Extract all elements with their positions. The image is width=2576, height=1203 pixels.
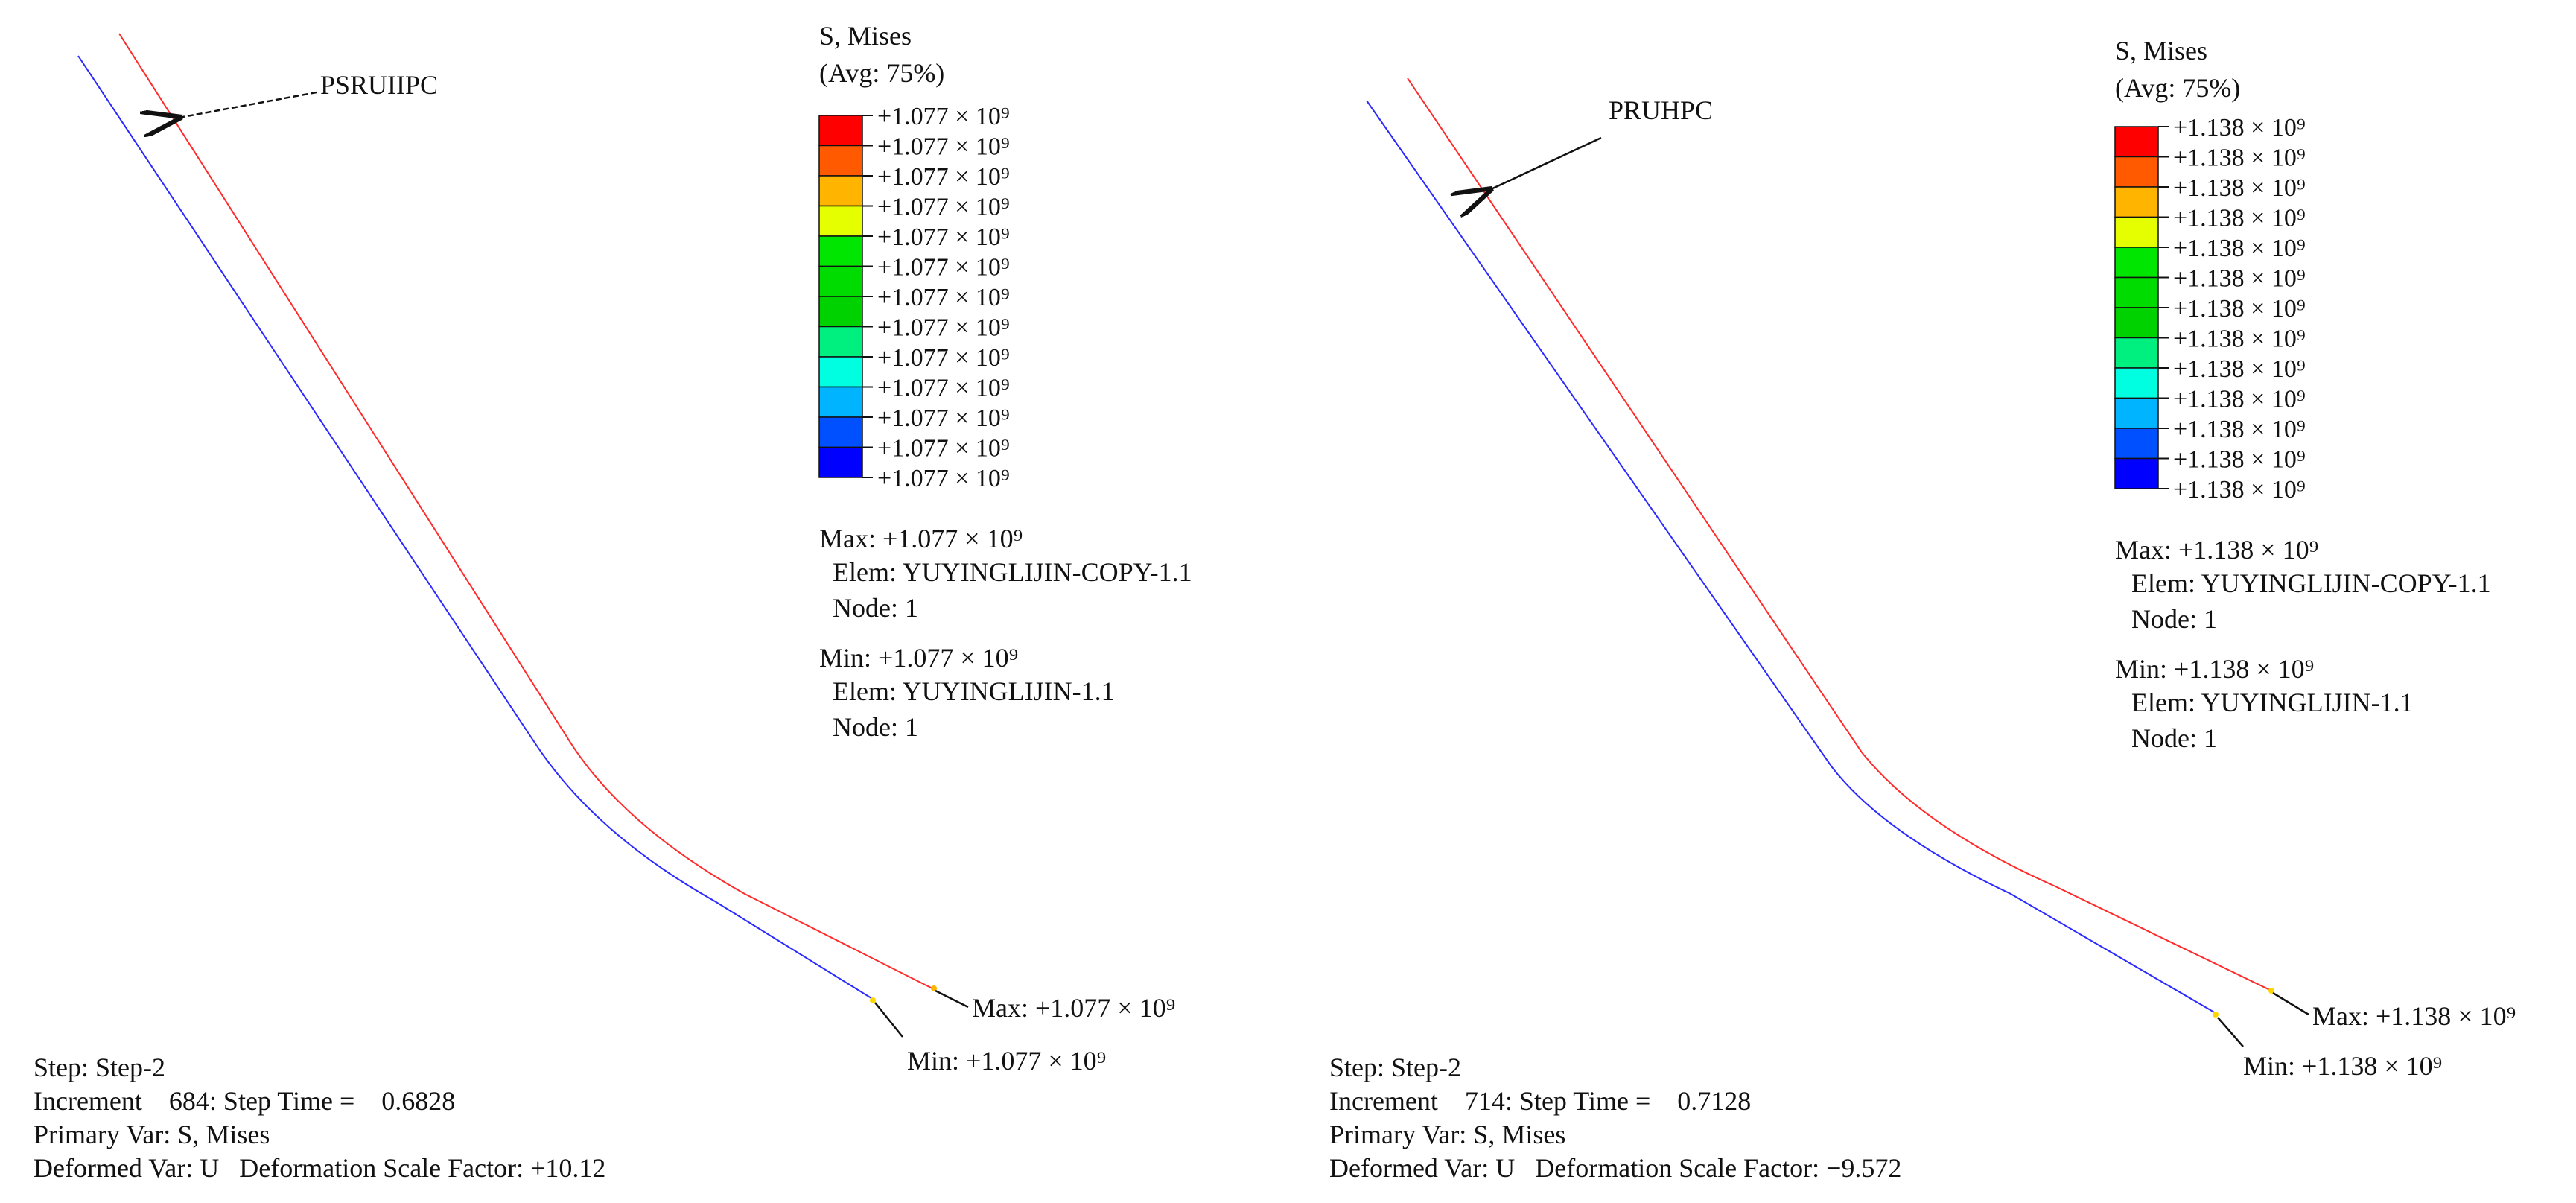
max-leader: [935, 989, 969, 1009]
increment-line: Increment 684: Step Time = 0.6828: [34, 1086, 455, 1116]
left-panel: PSRUIIPC S, Mises (Avg: 75%) +1.077 × 10…: [34, 21, 1192, 1183]
legend-tick-label: +1.077 × 10⁹: [877, 254, 1010, 282]
legend-tick-label: +1.138 × 10⁹: [2173, 326, 2306, 353]
min-callout: Min: +1.138 × 10⁹: [2243, 1051, 2442, 1081]
min-callout: Min: +1.077 × 10⁹: [907, 1046, 1106, 1076]
min-elem-line: Elem: YUYINGLIJIN-1.1: [2131, 688, 2414, 717]
legend-swatch: [2114, 397, 2159, 429]
legend-colorbar: +1.138 × 10⁹+1.138 × 10⁹+1.138 × 10⁹+1.1…: [2114, 114, 2306, 504]
legend-swatch: [2114, 367, 2159, 399]
legend-tick-label: +1.138 × 10⁹: [2173, 355, 2306, 383]
min-node-line: Node: 1: [833, 712, 918, 742]
legend-swatch: [2114, 457, 2159, 489]
min-leader: [874, 1002, 903, 1038]
min-marker: [870, 997, 876, 1003]
legend-tick-label: +1.077 × 10⁹: [877, 465, 1010, 492]
callout-label: PRUHPC: [1609, 95, 1713, 125]
legend-swatch: [818, 175, 863, 207]
step-line: Step: Step-2: [1329, 1053, 1461, 1082]
lower-wire: [1366, 100, 2216, 1014]
legend-tick-label: +1.077 × 10⁹: [877, 404, 1010, 432]
max-elem-line: Elem: YUYINGLIJIN-COPY-1.1: [2131, 568, 2491, 598]
legend-swatch: [2114, 428, 2159, 460]
legend-swatch: [2114, 126, 2159, 158]
legend-swatch: [2114, 276, 2159, 308]
callout-label: PSRUIIPC: [320, 70, 438, 100]
legend-swatch: [818, 386, 863, 418]
legend-tick-label: +1.077 × 10⁹: [877, 133, 1010, 161]
legend-tick-label: +1.138 × 10⁹: [2173, 145, 2306, 172]
legend-tick-label: +1.138 × 10⁹: [2173, 446, 2306, 474]
max-value-line: Max: +1.138 × 10⁹: [2115, 535, 2318, 565]
legend-tick-label: +1.077 × 10⁹: [877, 194, 1010, 221]
legend-subtitle: (Avg: 75%): [2115, 73, 2240, 103]
legend-subtitle: (Avg: 75%): [819, 58, 944, 88]
legend-tick-label: +1.077 × 10⁹: [877, 163, 1010, 191]
min-value-line: Min: +1.138 × 10⁹: [2115, 654, 2314, 684]
legend-swatch: [2114, 156, 2159, 188]
legend-swatch: [2114, 307, 2159, 339]
min-leader: [2217, 1017, 2244, 1047]
min-value-line: Min: +1.077 × 10⁹: [819, 643, 1018, 673]
legend-tick-label: +1.077 × 10⁹: [877, 103, 1010, 130]
legend-tick-label: +1.138 × 10⁹: [2173, 205, 2306, 232]
legend-swatch: [818, 205, 863, 237]
legend-title: S, Mises: [2115, 36, 2207, 66]
legend-swatch: [818, 296, 863, 328]
step-line: Step: Step-2: [34, 1053, 165, 1082]
callout-arrow: [179, 91, 317, 118]
increment-line: Increment 714: Step Time = 0.7128: [1329, 1086, 1751, 1116]
max-leader: [2272, 991, 2309, 1016]
upper-wire: [118, 33, 935, 990]
legend-swatch: [818, 416, 863, 448]
max-elem-line: Elem: YUYINGLIJIN-COPY-1.1: [833, 557, 1192, 587]
legend-swatch: [2114, 337, 2159, 369]
max-node-line: Node: 1: [833, 593, 918, 623]
deformed-var-line: Deformed Var: U Deformation Scale Factor…: [1329, 1153, 1901, 1183]
upper-wire: [1407, 77, 2272, 991]
max-value-line: Max: +1.077 × 10⁹: [819, 524, 1023, 553]
legend-swatch: [818, 145, 863, 177]
legend-swatch: [818, 446, 863, 478]
legend-tick-label: +1.077 × 10⁹: [877, 314, 1010, 342]
legend-tick-label: +1.138 × 10⁹: [2173, 174, 2306, 202]
legend-swatch: [818, 235, 863, 267]
legend-tick-label: +1.138 × 10⁹: [2173, 386, 2306, 413]
max-callout: Max: +1.077 × 10⁹: [972, 993, 1175, 1023]
deformed-var-line: Deformed Var: U Deformation Scale Factor…: [34, 1153, 605, 1183]
max-marker: [2268, 988, 2274, 994]
right-panel: PRUHPC S, Mises (Avg: 75%) +1.138 × 10⁹+…: [1329, 36, 2516, 1183]
legend-swatch: [818, 115, 863, 147]
legend-colorbar: +1.077 × 10⁹+1.077 × 10⁹+1.077 × 10⁹+1.0…: [818, 103, 1010, 492]
legend-tick-label: +1.077 × 10⁹: [877, 284, 1010, 311]
max-node-line: Node: 1: [2131, 604, 2217, 634]
legend-tick-label: +1.077 × 10⁹: [877, 344, 1010, 372]
legend-tick-label: +1.077 × 10⁹: [877, 375, 1010, 402]
max-marker: [931, 985, 937, 991]
lower-wire: [77, 55, 872, 999]
primary-var-line: Primary Var: S, Mises: [34, 1120, 270, 1149]
min-marker: [2213, 1012, 2219, 1018]
legend-swatch: [2114, 186, 2159, 218]
min-node-line: Node: 1: [2131, 723, 2217, 753]
callout-arrow: [1489, 136, 1602, 190]
legend-title: S, Mises: [819, 21, 912, 51]
legend-tick-label: +1.138 × 10⁹: [2173, 476, 2306, 504]
primary-var-line: Primary Var: S, Mises: [1329, 1120, 1565, 1149]
legend-tick-label: +1.077 × 10⁹: [877, 435, 1010, 463]
legend-tick-label: +1.077 × 10⁹: [877, 223, 1010, 251]
legend-tick-label: +1.138 × 10⁹: [2173, 114, 2306, 142]
legend-tick-label: +1.138 × 10⁹: [2173, 265, 2306, 293]
legend-swatch: [2114, 247, 2159, 279]
min-elem-line: Elem: YUYINGLIJIN-1.1: [833, 676, 1115, 706]
legend-tick-label: +1.138 × 10⁹: [2173, 235, 2306, 262]
legend-tick-label: +1.138 × 10⁹: [2173, 295, 2306, 323]
legend-swatch: [818, 265, 863, 297]
legend-tick-label: +1.138 × 10⁹: [2173, 416, 2306, 443]
max-callout: Max: +1.138 × 10⁹: [2312, 1001, 2516, 1031]
legend-swatch: [818, 326, 863, 358]
legend-swatch: [818, 356, 863, 388]
legend-swatch: [2114, 216, 2159, 248]
